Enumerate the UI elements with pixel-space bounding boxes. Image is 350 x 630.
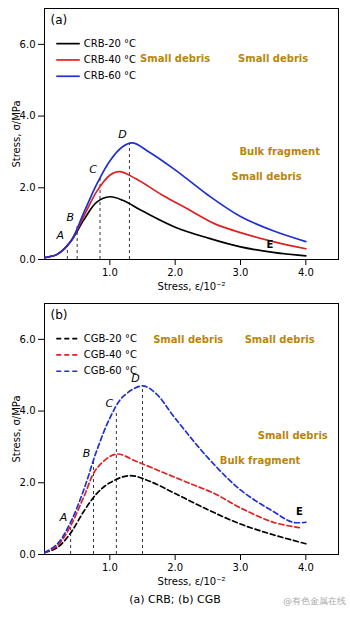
svg-text:Small debris: Small debris: [245, 334, 315, 345]
svg-text:C: C: [89, 163, 97, 176]
svg-text:A: A: [59, 511, 68, 524]
svg-text:Small debris: Small debris: [258, 430, 328, 441]
svg-text:6.0: 6.0: [20, 334, 36, 345]
svg-text:4.0: 4.0: [20, 405, 36, 416]
svg-text:Stress, ε/10⁻²: Stress, ε/10⁻²: [158, 576, 226, 587]
svg-text:C: C: [106, 397, 114, 410]
svg-text:Bulk fragment: Bulk fragment: [239, 146, 320, 157]
svg-text:1.0: 1.0: [102, 562, 118, 573]
svg-text:CRB-40 °C: CRB-40 °C: [84, 54, 136, 65]
svg-text:CGB-60 °C: CGB-60 °C: [84, 365, 137, 376]
svg-text:4.0: 4.0: [298, 267, 314, 278]
svg-text:D: D: [131, 371, 140, 385]
svg-text:2.0: 2.0: [20, 182, 36, 193]
html-text:@有色金属在线: @有色金属在线: [283, 596, 346, 606]
svg-text:2.0: 2.0: [167, 562, 183, 573]
svg-text:Stress, ε/10⁻²: Stress, ε/10⁻²: [158, 281, 226, 292]
svg-text:Stress, σ/MPa: Stress, σ/MPa: [11, 100, 22, 167]
html-text:(a) CRB; (b) CGB: (a) CRB; (b) CGB: [129, 593, 221, 606]
svg-text:4.0: 4.0: [20, 110, 36, 121]
svg-text:Small debris: Small debris: [140, 53, 210, 64]
svg-text:2.0: 2.0: [167, 267, 183, 278]
svg-text:0.0: 0.0: [20, 549, 36, 560]
svg-text:2.0: 2.0: [20, 477, 36, 488]
svg-text:E: E: [296, 506, 303, 517]
svg-text:CRB-20 °C: CRB-20 °C: [84, 38, 136, 49]
svg-text:6.0: 6.0: [20, 39, 36, 50]
svg-text:CGB-20 °C: CGB-20 °C: [84, 333, 137, 344]
svg-text:3.0: 3.0: [233, 562, 249, 573]
svg-text:Small debris: Small debris: [232, 171, 302, 182]
svg-text:CRB-60 °C: CRB-60 °C: [84, 70, 136, 81]
svg-text:Bulk fragment: Bulk fragment: [220, 455, 301, 466]
svg-text:(a): (a): [51, 13, 68, 27]
svg-text:A: A: [56, 229, 65, 242]
svg-text:(b): (b): [51, 308, 68, 322]
svg-text:Small debris: Small debris: [153, 334, 223, 345]
svg-text:3.0: 3.0: [233, 267, 249, 278]
svg-text:4.0: 4.0: [298, 562, 314, 573]
svg-text:0.0: 0.0: [20, 254, 36, 265]
svg-text:B: B: [66, 211, 74, 224]
svg-text:Stress, σ/MPa: Stress, σ/MPa: [11, 395, 22, 462]
svg-text:B: B: [83, 447, 91, 460]
svg-text:Small debris: Small debris: [238, 53, 308, 64]
svg-text:D: D: [118, 128, 126, 141]
svg-text:1.0: 1.0: [102, 267, 118, 278]
svg-text:E: E: [266, 239, 273, 250]
svg-text:CGB-40 °C: CGB-40 °C: [84, 349, 137, 360]
